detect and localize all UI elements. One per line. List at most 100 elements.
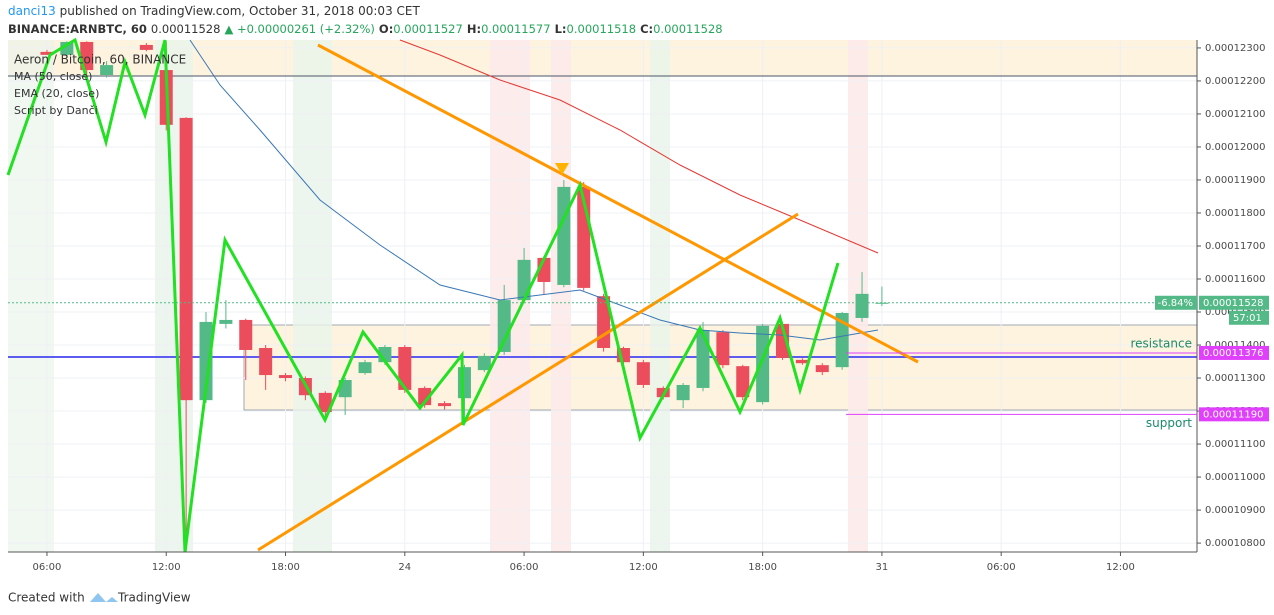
price: 0.00011528	[151, 22, 221, 36]
y-tick-label: 0.00010900	[1205, 505, 1265, 516]
candle-body	[418, 387, 432, 406]
change-label: -6.84%	[1158, 298, 1193, 309]
level-box	[1199, 345, 1269, 360]
ohlc-key: O:	[379, 22, 393, 36]
logo	[90, 593, 118, 602]
legend-entry: MA (50, close)	[14, 70, 92, 83]
session-zone	[551, 40, 571, 552]
y-tick-label: 0.00012200	[1205, 76, 1265, 87]
countdown-label: 57:01	[1233, 313, 1262, 324]
session-zone	[8, 40, 54, 552]
grid	[8, 40, 1197, 552]
x-tick-label: 06:00	[987, 562, 1016, 573]
axis: 0.00012300 0.00012200 0.00012100 0.00012000…	[8, 43, 1269, 573]
x-tick-label: 31	[876, 562, 889, 573]
ohlc-value: 0.00011527	[393, 22, 463, 36]
zigzag	[6, 37, 840, 553]
candle-body	[318, 392, 332, 413]
y-tick-label: 0.00011300	[1205, 373, 1265, 384]
x-tick-label: 06:00	[510, 562, 539, 573]
author[interactable]: danci13	[8, 4, 56, 18]
symbol-line: BINANCE:ARNBTC, 60 0.00011528 ▲ +0.00000…	[8, 22, 723, 36]
candle-body	[179, 117, 193, 401]
candle-body	[239, 319, 253, 350]
ohlc-value: 0.00011577	[481, 22, 551, 36]
y-tick-label: 0.00011600	[1205, 274, 1265, 285]
candle-body	[736, 366, 750, 398]
y-tick-label: 0.00011700	[1205, 241, 1265, 252]
candle-body	[696, 330, 710, 388]
candle-body	[199, 321, 213, 401]
brand[interactable]: TradingView	[117, 591, 191, 605]
candle-body	[259, 347, 273, 376]
candle-body	[358, 362, 372, 374]
y-tick-label: 0.00012300	[1205, 43, 1265, 54]
level-name: resistance	[1130, 336, 1192, 350]
zone	[8, 40, 1197, 76]
x-tick-label: 12:00	[629, 562, 658, 573]
x-tick-label: 12:00	[1106, 562, 1135, 573]
change: ▲ +0.00000261 (+2.32%)	[224, 22, 374, 36]
candle-body	[398, 347, 412, 390]
published: published on TradingView.com, October 31…	[60, 4, 421, 18]
candle-body	[438, 403, 452, 407]
last-price-box	[1199, 295, 1269, 310]
ohlc-key: H:	[467, 22, 481, 36]
signal-arrow	[555, 163, 569, 175]
candle-body	[477, 355, 491, 371]
candle-body	[219, 319, 233, 324]
overlays	[6, 37, 919, 553]
candle-body	[457, 367, 471, 399]
candle-body	[517, 259, 531, 301]
x-tick-label: 06:00	[33, 562, 62, 573]
ohlc-value: 0.00011528	[653, 22, 723, 36]
legend-entry: Script by Danči	[14, 104, 98, 117]
candle-body	[40, 51, 54, 55]
x-tick-label: 24	[398, 562, 411, 573]
trend-line	[257, 212, 799, 552]
legend: Aeron / Bitcoin, 60, BINANCE MA (50, clo…	[14, 53, 186, 118]
level-label: 0.00011190	[1203, 409, 1263, 420]
candle-body	[756, 325, 770, 403]
last-price-label: 0.00011528	[1203, 298, 1263, 309]
candle-body	[497, 300, 511, 352]
y-tick-label: 0.00011800	[1205, 208, 1265, 219]
candle-body	[835, 313, 849, 368]
level-name: support	[1146, 416, 1192, 430]
candle-body	[795, 359, 809, 364]
candle-body	[716, 332, 730, 366]
x-tick-label: 12:00	[152, 562, 181, 573]
y-tick-label: 0.00011400	[1205, 340, 1265, 351]
candle-body	[100, 65, 114, 75]
footer-text: Created with	[8, 591, 85, 605]
y-tick-label: 0.00011000	[1205, 472, 1265, 483]
ohlc-key: L:	[555, 22, 567, 36]
header-line: danci13 published on TradingView.com, Oc…	[8, 4, 420, 18]
countdown-box	[1229, 310, 1269, 325]
ohlc-value: 0.00011518	[567, 22, 637, 36]
candle-body	[855, 293, 869, 318]
candle-body	[597, 296, 611, 348]
candle-body	[636, 362, 650, 385]
candle-body	[557, 186, 571, 285]
candle-body	[776, 323, 790, 358]
y-tick-label: 0.00011900	[1205, 175, 1265, 186]
session-zone	[650, 40, 670, 552]
level-box	[1199, 407, 1269, 422]
session-zone	[293, 40, 332, 552]
symbol: BINANCE:ARNBTC, 60	[8, 22, 147, 36]
change-box	[1155, 295, 1197, 310]
legend-title: Aeron / Bitcoin, 60, BINANCE	[14, 53, 186, 67]
candle-body	[279, 375, 293, 379]
candle-body	[815, 365, 829, 373]
x-tick-label: 18:00	[748, 562, 777, 573]
y-tick-label: 0.00012000	[1205, 142, 1265, 153]
y-tick-label: 0.00010800	[1205, 538, 1265, 549]
candles	[40, 41, 889, 552]
ma-line	[399, 39, 879, 254]
y-tick-label: 0.00011100	[1205, 439, 1265, 450]
legend-entry: EMA (20, close)	[14, 87, 99, 100]
candle-body	[139, 44, 153, 50]
